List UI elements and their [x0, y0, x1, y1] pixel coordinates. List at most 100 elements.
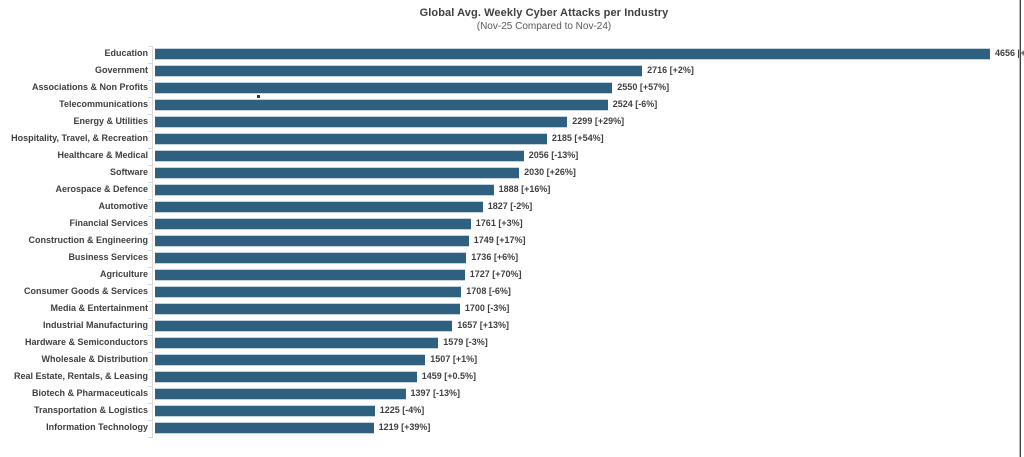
value-label: 2056 [-13%]: [528, 150, 579, 160]
bar: [155, 269, 465, 280]
chart-rows: Education 4656 [+ Government 2716 [+2%] …: [0, 45, 1024, 436]
value-label: 1579 [-3%]: [443, 337, 488, 347]
bar-track: 1507 [+1%]: [155, 351, 1024, 368]
bar-track: 1657 [+13%]: [155, 317, 1024, 334]
category-label: Government: [94, 65, 148, 75]
bar-track: 1459 [+0.5%]: [155, 368, 1024, 385]
bar-row: Software 2030 [+26%]: [0, 164, 1024, 181]
axis-tick: [148, 46, 153, 47]
axis-tick: [148, 182, 153, 183]
bar-row: Information Technology 1219 [+39%]: [0, 419, 1024, 436]
value-label: 2185 [+54%]: [551, 133, 604, 143]
value-label: 1657 [+13%]: [457, 320, 509, 330]
bar-track: 1727 [+70%]: [155, 266, 1024, 283]
bar-track: 2299 [+29%]: [155, 113, 1024, 130]
category-label: Education: [104, 48, 148, 58]
category-label: Hospitality, Travel, & Recreation: [11, 133, 148, 143]
category-label: Financial Services: [69, 218, 148, 228]
bar-row: Consumer Goods & Services 1708 [-6%]: [0, 283, 1024, 300]
value-label: 2299 [+29%]: [572, 116, 625, 126]
axis-tick: [148, 284, 153, 285]
category-label: Hardware & Semiconductors: [24, 337, 148, 347]
axis-tick: [148, 369, 153, 370]
bar: [155, 303, 460, 314]
value-label: 1827 [-2%]: [487, 201, 533, 211]
bar-row: Media & Entertainment 1700 [-3%]: [0, 300, 1024, 317]
axis-tick: [148, 114, 153, 115]
category-label: Healthcare & Medical: [57, 150, 148, 160]
bar: [155, 337, 439, 348]
bar-row: Construction & Engineering 1749 [+17%]: [0, 232, 1024, 249]
bar-track: 1761 [+3%]: [155, 215, 1024, 232]
axis-tick: [148, 437, 153, 438]
bar: [155, 167, 520, 178]
category-label: Real Estate, Rentals, & Leasing: [13, 371, 148, 381]
axis-tick: [148, 267, 153, 268]
value-label: 1397 [-13%]: [410, 388, 461, 398]
axis-tick: [148, 63, 153, 64]
category-label: Aerospace & Defence: [55, 184, 148, 194]
axis-tick: [148, 403, 153, 404]
axis-tick: [148, 250, 153, 251]
chart-title-block: Global Avg. Weekly Cyber Attacks per Ind…: [64, 7, 1024, 32]
bar: [155, 99, 608, 110]
bar-row: Telecommunications 2524 [-6%]: [0, 96, 1024, 113]
category-label: Biotech & Pharmaceuticals: [31, 388, 148, 398]
value-label: 1749 [+17%]: [473, 235, 526, 245]
axis-tick: [148, 318, 153, 319]
category-label: Business Services: [68, 252, 148, 262]
chart-title: Global Avg. Weekly Cyber Attacks per Ind…: [419, 7, 669, 19]
category-label: Information Technology: [46, 422, 148, 432]
bar-track: 1888 [+16%]: [155, 181, 1024, 198]
category-label: Automotive: [98, 201, 149, 211]
bar-track: 1397 [-13%]: [155, 385, 1024, 402]
bar-track: 4656 [+: [155, 45, 1024, 62]
axis-tick: [148, 233, 153, 234]
bar-track: 2030 [+26%]: [155, 164, 1024, 181]
axis-tick: [148, 301, 153, 302]
bar-row: Biotech & Pharmaceuticals 1397 [-13%]: [0, 385, 1024, 402]
bar: [155, 150, 524, 161]
category-label: Associations & Non Profits: [31, 82, 148, 92]
bar: [155, 422, 374, 433]
value-label: 1761 [+3%]: [475, 218, 523, 228]
axis-tick: [148, 335, 153, 336]
value-label: 1736 [+6%]: [471, 252, 519, 262]
axis-tick: [148, 352, 153, 353]
bar-row: Automotive 1827 [-2%]: [0, 198, 1024, 215]
bar-track: 1749 [+17%]: [155, 232, 1024, 249]
bar-track: 1827 [-2%]: [155, 198, 1024, 215]
bar-row: Associations & Non Profits 2550 [+57%]: [0, 79, 1024, 96]
axis-tick: [148, 131, 153, 132]
axis-tick: [148, 80, 153, 81]
axis-tick: [148, 165, 153, 166]
bar-track: 1219 [+39%]: [155, 419, 1024, 436]
bar: [155, 388, 406, 399]
axis-tick: [148, 386, 153, 387]
bar: [155, 184, 494, 195]
value-label: 1219 [+39%]: [378, 422, 431, 432]
category-label: Media & Entertainment: [50, 303, 148, 313]
bar-row: Agriculture 1727 [+70%]: [0, 266, 1024, 283]
category-label: Construction & Engineering: [28, 235, 148, 245]
chart-subtitle: (Nov-25 Compared to Nov-24): [476, 21, 612, 32]
bar-track: 1736 [+6%]: [155, 249, 1024, 266]
value-label: 1225 [-4%]: [379, 405, 425, 415]
bar-track: 2550 [+57%]: [155, 79, 1024, 96]
category-label: Wholesale & Distribution: [41, 354, 148, 364]
value-label: 1700 [-3%]: [464, 303, 510, 313]
bar: [155, 48, 990, 59]
bar-row: Government 2716 [+2%]: [0, 62, 1024, 79]
category-label: Software: [109, 167, 148, 177]
category-label: Industrial Manufacturing: [42, 320, 148, 330]
category-label: Telecommunications: [59, 99, 148, 109]
bar: [155, 82, 613, 93]
value-label: 1459 [+0.5%]: [421, 371, 476, 381]
axis-tick: [148, 148, 153, 149]
bar-row: Transportation & Logistics 1225 [-4%]: [0, 402, 1024, 419]
value-label: 2716 [+2%]: [647, 65, 694, 75]
axis-tick: [148, 199, 153, 200]
right-edge-border: [1019, 0, 1021, 457]
value-label: 2550 [+57%]: [617, 82, 670, 92]
